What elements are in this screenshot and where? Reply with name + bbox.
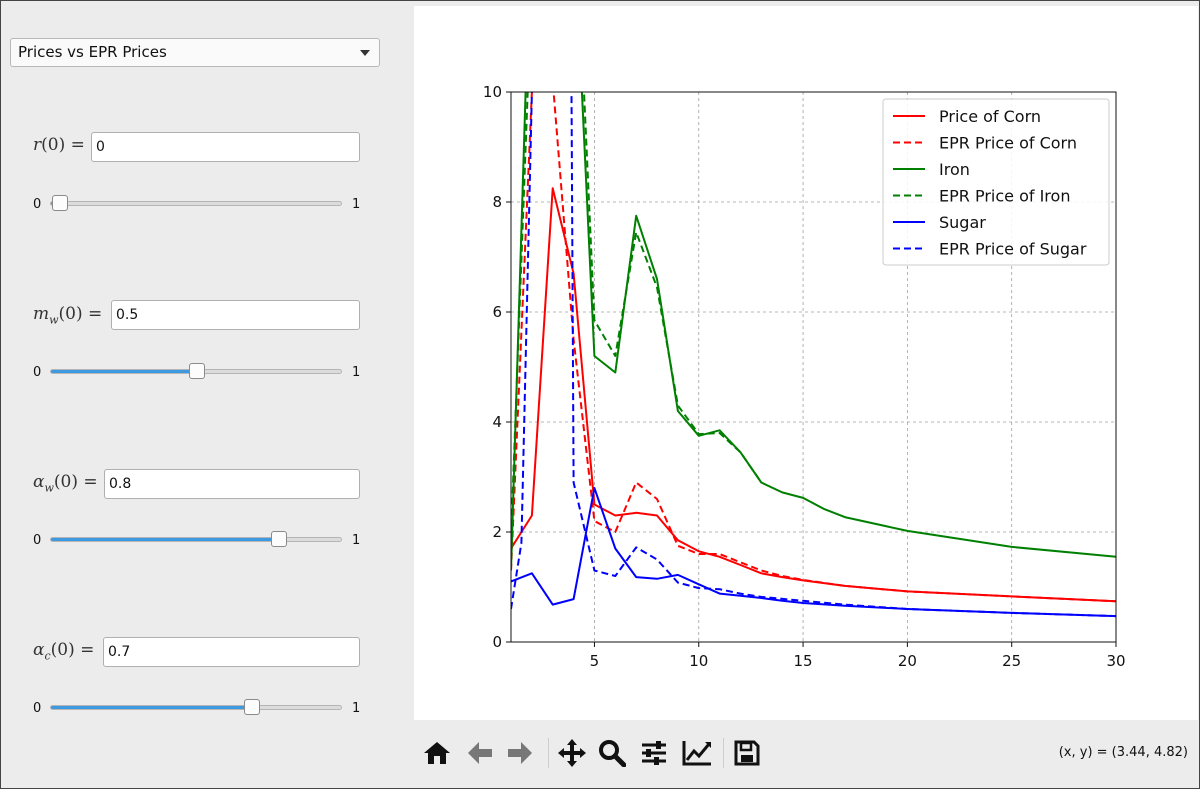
mw0-slider[interactable] (50, 363, 342, 379)
alphac0-slider-handle[interactable] (243, 699, 260, 715)
mw0-slider-fill (51, 370, 197, 373)
toolbar-separator (548, 738, 549, 768)
x-tick-label: 5 (590, 652, 600, 670)
legend-label-4: Sugar (939, 213, 986, 232)
mw0-label: mw(0) = (33, 304, 102, 326)
alphac0-symbol: α (33, 640, 45, 660)
alphaw0-input[interactable]: 0.8 (104, 469, 360, 499)
y-tick-label: 8 (492, 193, 502, 211)
back-icon[interactable] (463, 735, 497, 771)
mw0-slider-min: 0 (33, 365, 42, 380)
y-tick-label: 2 (492, 523, 502, 541)
r0-symbol: r (33, 135, 42, 155)
toolbar-separator (723, 738, 724, 768)
plot-type-selected: Prices vs EPR Prices (18, 43, 167, 61)
series-line-2 (511, 92, 1116, 571)
alphaw0-slider[interactable] (50, 531, 342, 547)
forward-icon[interactable] (503, 735, 537, 771)
mw0-input[interactable]: 0.5 (111, 300, 360, 330)
y-tick-label: 4 (492, 413, 502, 431)
y-tick-label: 0 (492, 633, 502, 651)
home-icon[interactable] (420, 735, 454, 771)
alphaw0-symbol: α (33, 472, 45, 492)
r0-label: r(0) = (33, 135, 85, 155)
alphaw0-slider-handle[interactable] (271, 531, 288, 547)
mw0-symbol: m (33, 304, 50, 324)
alphac0-input[interactable]: 0.7 (103, 637, 360, 667)
control-panel: Prices vs EPR Prices r(0) = 0 0 1 mw(0) … (0, 0, 414, 720)
legend-label-1: EPR Price of Corn (939, 134, 1077, 153)
r0-slider-handle[interactable] (52, 195, 68, 211)
plot-type-dropdown[interactable]: Prices vs EPR Prices (10, 38, 380, 67)
r0-slider-max: 1 (352, 197, 361, 212)
alphaw0-subscript: w (44, 481, 54, 495)
legend-label-5: EPR Price of Sugar (939, 240, 1087, 259)
cursor-coordinates: (x, y) = (3.44, 4.82) (1058, 745, 1188, 760)
legend-label-3: EPR Price of Iron (939, 187, 1070, 206)
legend-label-0: Price of Corn (939, 107, 1041, 126)
alphac0-slider-max: 1 (352, 701, 361, 716)
x-tick-label: 15 (794, 652, 813, 670)
y-tick-label: 10 (483, 83, 502, 101)
alphac0-slider-fill (51, 706, 252, 709)
legend-box (882, 98, 1110, 266)
alphac0-subscript: c (44, 649, 51, 663)
x-tick-label: 10 (689, 652, 708, 670)
x-tick-label: 25 (1002, 652, 1021, 670)
series-line-3 (511, 92, 763, 538)
r0-slider-min: 0 (33, 197, 42, 212)
mw0-suffix: (0) = (58, 304, 103, 324)
series-line-5 (511, 92, 1116, 618)
x-tick-label: 30 (1106, 652, 1125, 670)
alphaw0-slider-fill (51, 538, 280, 541)
alphaw0-label: αw(0) = (33, 472, 98, 494)
alphaw0-slider-max: 1 (352, 533, 361, 548)
configure-subplots-icon[interactable] (637, 735, 671, 771)
chevron-down-icon[interactable] (360, 50, 370, 56)
line-chart[interactable]: 5 10 15 20 25 30 0 2 4 6 8 10 Price of Corn EPR Price… (414, 6, 1198, 720)
save-icon[interactable] (730, 735, 764, 771)
r0-slider[interactable] (50, 195, 342, 211)
mw0-slider-max: 1 (352, 365, 361, 380)
y-tick-label: 6 (492, 303, 502, 321)
alphac0-label: αc(0) = (33, 640, 94, 662)
alphaw0-suffix: (0) = (53, 472, 98, 492)
r0-input[interactable]: 0 (91, 132, 360, 162)
series-line-4 (511, 487, 1116, 618)
edit-axis-icon[interactable] (680, 735, 714, 771)
alphac0-slider[interactable] (50, 699, 342, 715)
mw0-slider-handle[interactable] (189, 363, 205, 379)
legend-label-2: Iron (939, 160, 970, 179)
r0-suffix: (0) = (41, 135, 85, 155)
series-line-0 (511, 187, 1116, 603)
axes-frame (510, 91, 1117, 643)
mw0-subscript: w (49, 313, 59, 327)
alphac0-slider-min: 0 (33, 701, 42, 716)
pan-icon[interactable] (555, 735, 589, 771)
alphaw0-slider-min: 0 (33, 533, 42, 548)
x-tick-label: 20 (898, 652, 917, 670)
zoom-icon[interactable] (595, 735, 629, 771)
alphac0-suffix: (0) = (50, 640, 95, 660)
